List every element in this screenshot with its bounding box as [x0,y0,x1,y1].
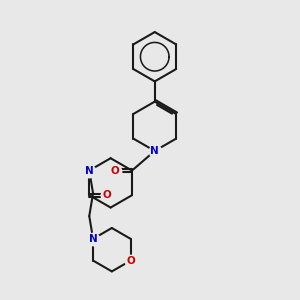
Text: N: N [89,234,98,244]
Text: O: O [110,166,119,176]
Text: N: N [150,146,159,156]
Text: O: O [126,256,135,266]
Text: O: O [102,190,111,200]
Text: N: N [85,166,94,176]
